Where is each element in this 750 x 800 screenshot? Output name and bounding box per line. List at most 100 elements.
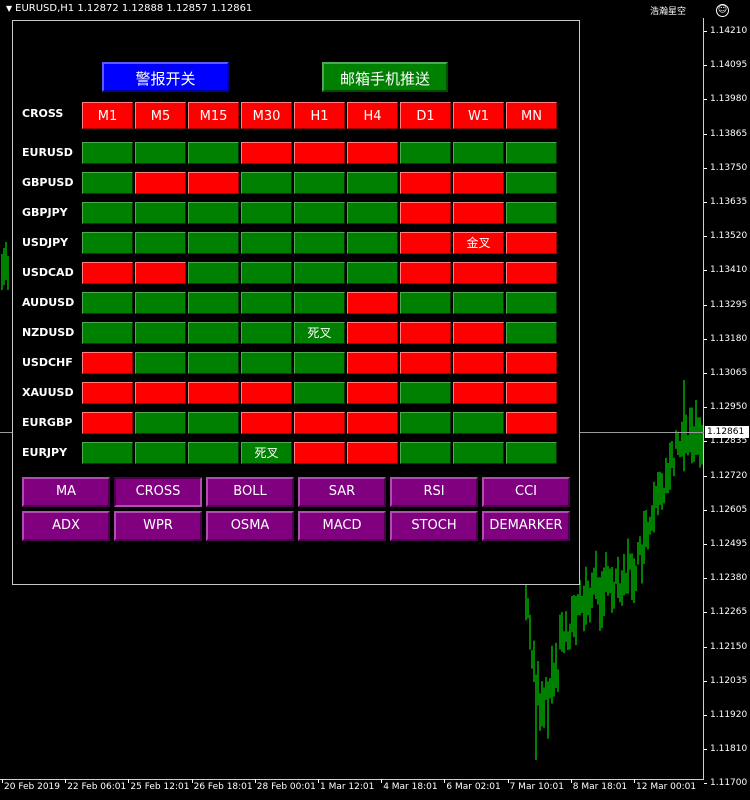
signal-cell-gbpjpy-m30 <box>241 202 292 224</box>
signal-cell-gbpusd-m15 <box>188 172 239 194</box>
symbol-label-gbpusd: GBPUSD <box>22 176 74 189</box>
price-tick-label: 1.13980 <box>710 94 748 105</box>
indicator-button-stoch[interactable]: STOCH <box>390 511 478 541</box>
price-tick-label: 1.12495 <box>710 539 748 549</box>
indicator-button-macd[interactable]: MACD <box>298 511 386 541</box>
signal-cell-usdchf-h4 <box>347 352 398 374</box>
signal-cell-nzdusd-m5 <box>135 322 186 344</box>
signal-cell-gbpusd-m30 <box>241 172 292 194</box>
signal-cell-eurusd-mn <box>506 142 557 164</box>
signal-cell-eurjpy-d1 <box>400 442 451 464</box>
signal-cell-eurjpy-mn <box>506 442 557 464</box>
signal-cell-usdcad-h1 <box>294 262 345 284</box>
signal-cell-gbpusd-mn <box>506 172 557 194</box>
signal-cell-nzdusd-m1 <box>82 322 133 344</box>
cross-label: CROSS <box>22 107 64 120</box>
signal-cell-nzdusd-h4 <box>347 322 398 344</box>
signal-cell-gbpusd-h4 <box>347 172 398 194</box>
signal-cell-eurgbp-m5 <box>135 412 186 434</box>
price-tick-label: 1.13065 <box>710 368 748 378</box>
signal-cell-usdjpy-m30 <box>241 232 292 254</box>
chart-symbol-info[interactable]: ▼ EURUSD,H1 1.12872 1.12888 1.12857 1.128… <box>6 3 252 14</box>
indicator-button-sar[interactable]: SAR <box>298 477 386 507</box>
signal-cell-nzdusd-d1 <box>400 322 451 344</box>
signal-cell-xauusd-w1 <box>453 382 504 404</box>
symbol-label-audusd: AUDUSD <box>22 296 75 309</box>
price-tick-label: 1.14210 <box>710 26 748 36</box>
signal-cell-usdchf-m5 <box>135 352 186 374</box>
signal-cell-eurjpy-m30: 死叉 <box>241 442 292 464</box>
indicator-button-adx[interactable]: ADX <box>22 511 110 541</box>
signal-cell-nzdusd-m15 <box>188 322 239 344</box>
price-tick-label: 1.13750 <box>710 162 748 173</box>
signal-cell-eurgbp-m1 <box>82 412 133 434</box>
current-price-tag: 1.12861 <box>705 426 749 438</box>
signal-cell-nzdusd-mn <box>506 322 557 344</box>
signal-cell-eurgbp-d1 <box>400 412 451 434</box>
time-tick-label: 8 Mar 18:01 <box>570 779 628 792</box>
price-axis: 1.14210 1.14095 1.13980 1.13865 1.13750 1.136… <box>704 18 750 788</box>
time-tick-label: 26 Feb 18:01 <box>191 779 253 792</box>
signal-cell-usdcad-m5 <box>135 262 186 284</box>
signal-cell-usdcad-w1 <box>453 262 504 284</box>
indicator-button-demarker[interactable]: DEMARKER <box>482 511 570 541</box>
time-tick-label: 6 Mar 02:01 <box>444 779 501 792</box>
price-tick-label: 1.13635 <box>710 197 748 207</box>
time-tick-label: 20 Feb 2019 <box>1 779 61 792</box>
symbol-label-eurusd: EURUSD <box>22 146 73 159</box>
email-push-button[interactable]: 邮箱手机推送 <box>322 62 448 92</box>
signal-cell-gbpjpy-w1 <box>453 202 504 224</box>
signal-cell-audusd-w1 <box>453 292 504 314</box>
timeframe-header-m30: M30 <box>241 102 292 129</box>
timeframe-header-h1: H1 <box>294 102 345 129</box>
signal-cell-nzdusd-m30 <box>241 322 292 344</box>
signal-cell-usdjpy-m5 <box>135 232 186 254</box>
signal-cell-usdcad-m15 <box>188 262 239 284</box>
indicator-button-rsi[interactable]: RSI <box>390 477 478 507</box>
price-tick-label: 1.13520 <box>710 231 748 242</box>
indicator-button-osma[interactable]: OSMA <box>206 511 294 541</box>
signal-cell-audusd-h4 <box>347 292 398 314</box>
signal-cell-eurusd-w1 <box>453 142 504 164</box>
indicator-button-ma[interactable]: MA <box>22 477 110 507</box>
timeframe-header-mn: MN <box>506 102 557 129</box>
signal-cell-audusd-m30 <box>241 292 292 314</box>
time-tick-label: 7 Mar 10:01 <box>507 779 564 792</box>
price-tick-label: 1.13295 <box>710 299 748 310</box>
signal-cell-usdjpy-m1 <box>82 232 133 254</box>
signal-cell-nzdusd-w1 <box>453 322 504 344</box>
signal-cell-usdcad-m1 <box>82 262 133 284</box>
signal-cell-eurgbp-mn <box>506 412 557 434</box>
time-tick-label: 1 Mar 12:01 <box>317 779 375 792</box>
signal-cell-gbpjpy-mn <box>506 202 557 224</box>
time-tick-label: 22 Feb 06:01 <box>65 779 127 792</box>
price-chart[interactable] <box>0 0 704 800</box>
signal-cell-xauusd-m15 <box>188 382 239 404</box>
indicator-button-boll[interactable]: BOLL <box>206 477 294 507</box>
dropdown-triangle-icon[interactable]: ▼ <box>6 4 13 13</box>
time-tick-label: 25 Feb 12:01 <box>128 779 190 792</box>
price-tick-label: 1.11920 <box>710 710 748 720</box>
symbol-label-usdcad: USDCAD <box>22 266 74 279</box>
signal-cell-usdjpy-m15 <box>188 232 239 254</box>
signal-cell-xauusd-m1 <box>82 382 133 404</box>
timeframe-header-m1: M1 <box>82 102 133 129</box>
signal-cell-eurgbp-w1 <box>453 412 504 434</box>
symbol-label-eurjpy: EURJPY <box>22 446 68 459</box>
signal-cell-usdchf-h1 <box>294 352 345 374</box>
alarm-switch-button[interactable]: 警报开关 <box>102 62 229 92</box>
signal-cell-gbpjpy-d1 <box>400 202 451 224</box>
signal-cell-eurusd-m30 <box>241 142 292 164</box>
signal-cell-usdcad-h4 <box>347 262 398 284</box>
signal-cell-usdchf-m15 <box>188 352 239 374</box>
signal-cell-eurjpy-m1 <box>82 442 133 464</box>
indicator-button-cross[interactable]: CROSS <box>114 477 202 507</box>
smiley-icon[interactable]: ☺ <box>716 4 729 17</box>
indicator-button-wpr[interactable]: WPR <box>114 511 202 541</box>
price-tick-label: 1.12720 <box>710 470 748 481</box>
indicator-button-cci[interactable]: CCI <box>482 477 570 507</box>
signal-cell-eurgbp-h1 <box>294 412 345 434</box>
brand-label: 浩瀚星空 <box>650 7 687 17</box>
symbol-label-nzdusd: NZDUSD <box>22 326 75 339</box>
signal-cell-eurjpy-m15 <box>188 442 239 464</box>
